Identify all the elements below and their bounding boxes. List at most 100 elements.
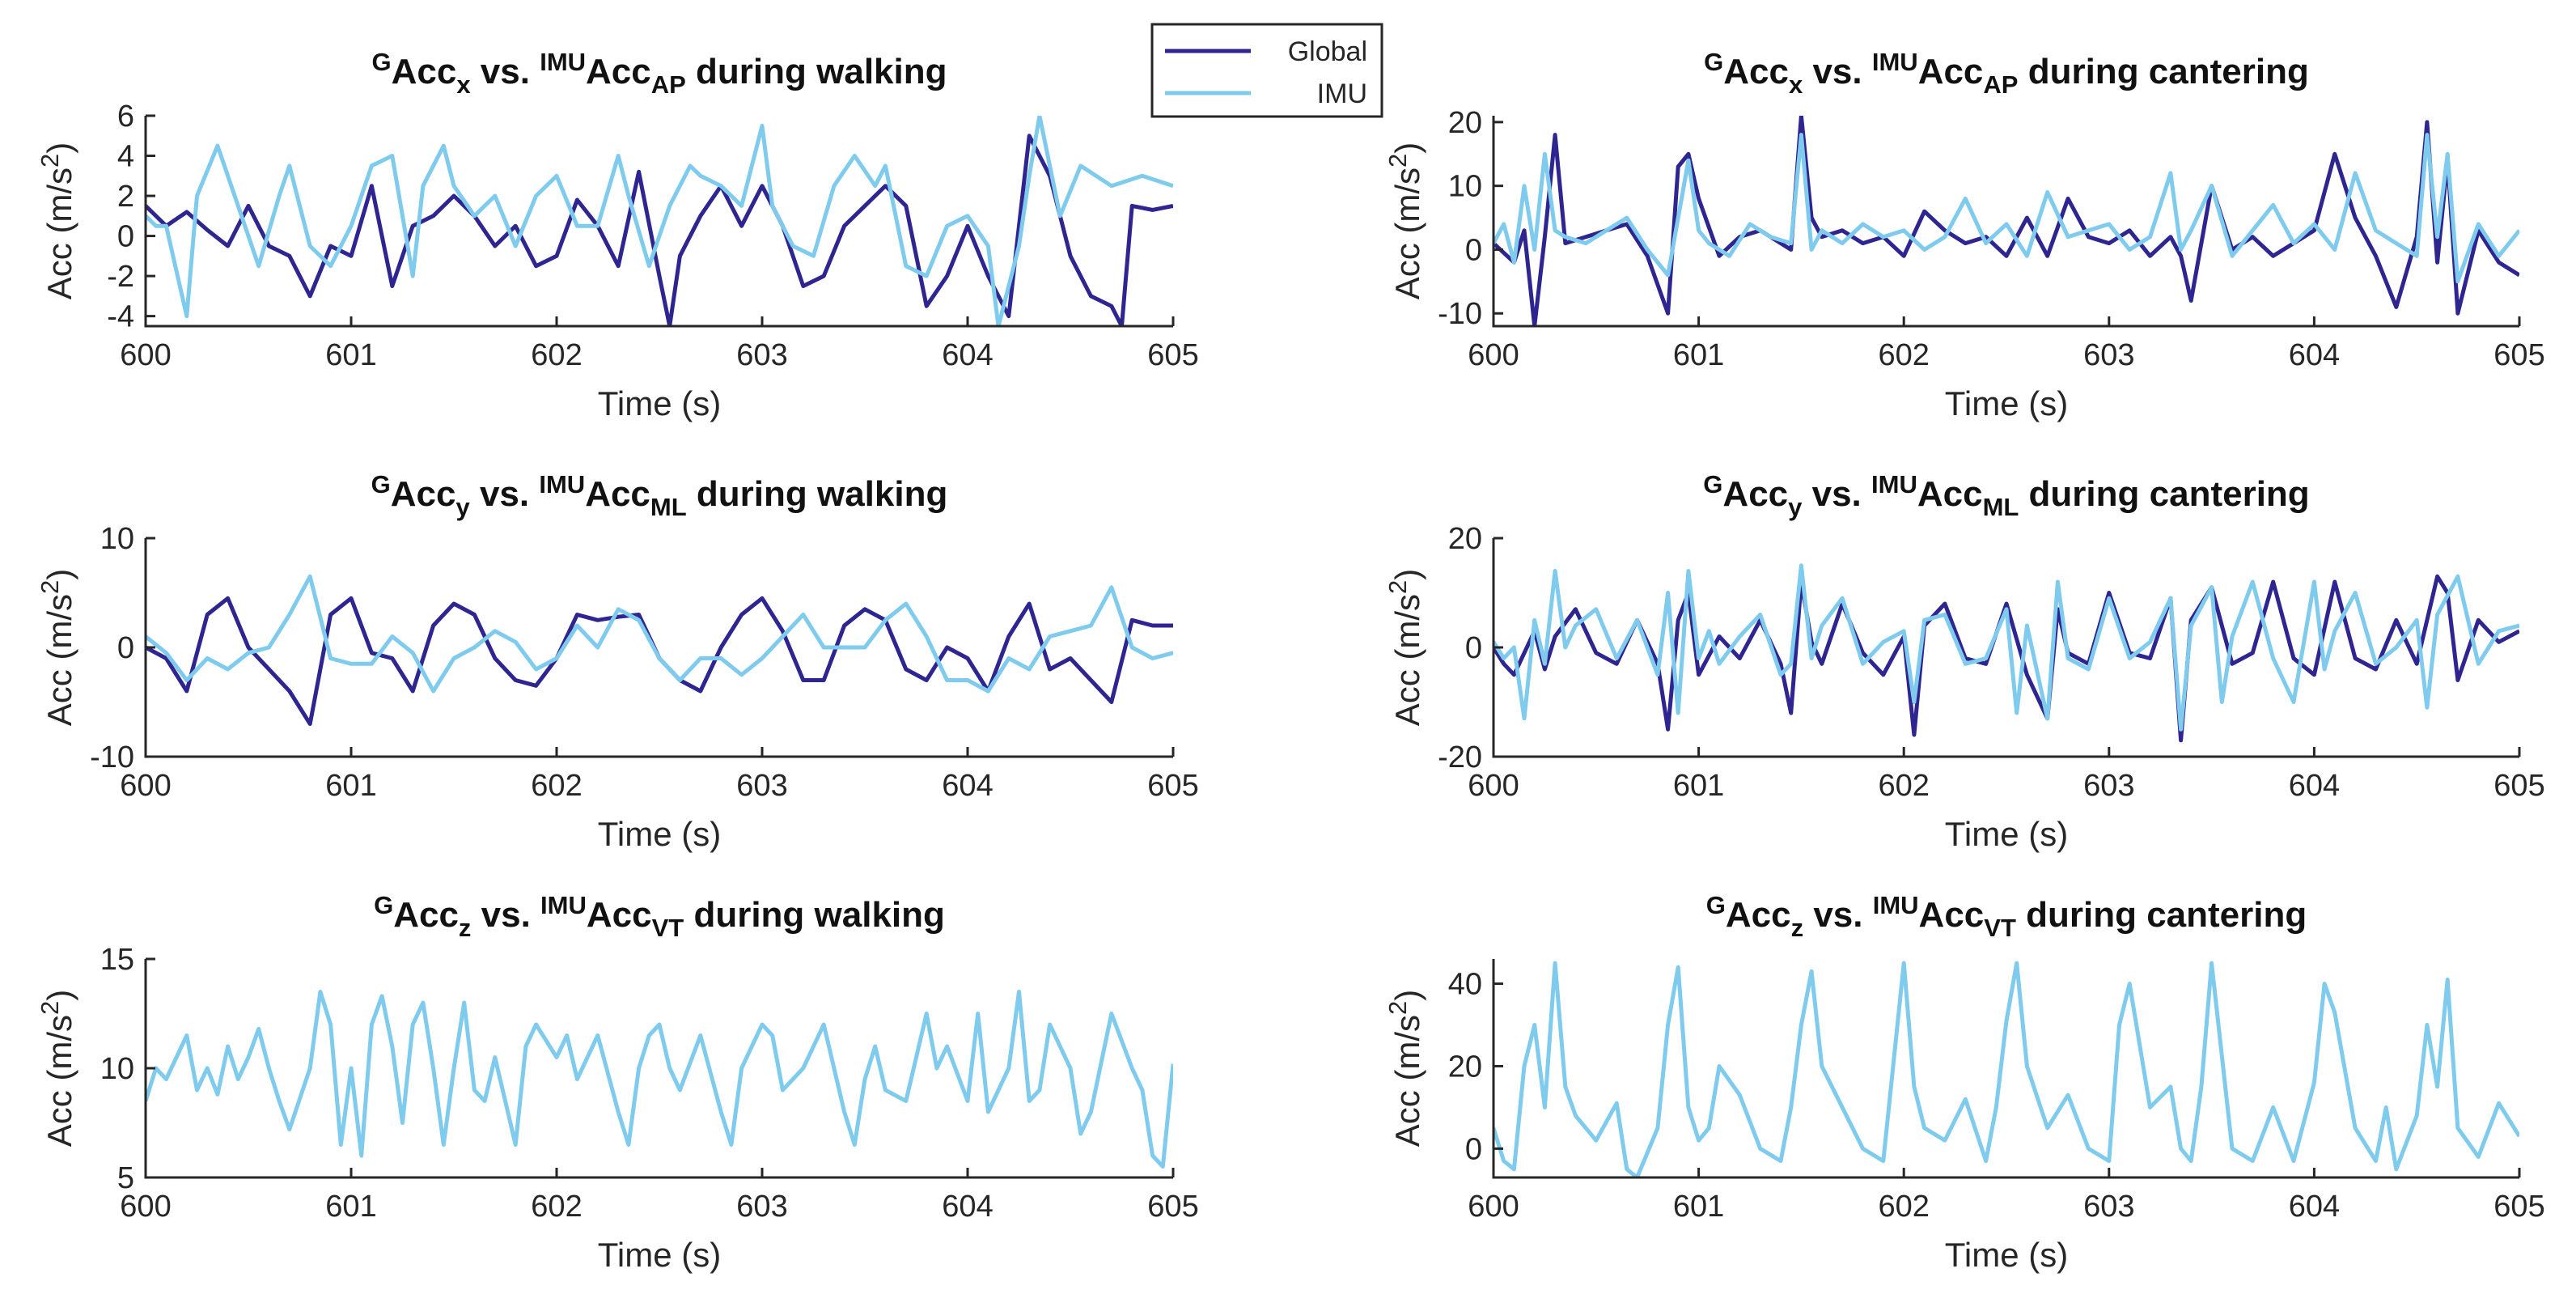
x-tick-label: 600: [1468, 769, 1519, 803]
legend-label-global: Global: [1288, 36, 1367, 67]
y-tick-label: -2: [107, 260, 134, 294]
x-axis-label: Time (s): [598, 815, 721, 853]
title-pre-sub: y: [1788, 493, 1803, 521]
title-mid: vs.: [471, 52, 540, 91]
x-tick-label: 605: [2493, 769, 2544, 803]
y-label-main: Acc (m/s: [40, 1015, 78, 1147]
x-tick-label: 601: [325, 1190, 376, 1224]
title-post-sub: AP: [1983, 70, 2018, 99]
title-tail: during cantering: [2018, 52, 2308, 91]
subplot-title: GAccz vs. IMUAccVT during walking: [374, 891, 945, 942]
subplot-walk-y: 600 601 602 603 604 605 -10 0 10 Time (s) Acc (m/s…: [36, 470, 1199, 853]
y-label-main: Acc (m/s: [1388, 1015, 1426, 1147]
axes-frame: [1492, 116, 2519, 328]
x-tick-label: 603: [736, 338, 787, 372]
y-label-main: Acc (m/s: [40, 594, 78, 726]
title-pre: Acc: [1723, 52, 1789, 91]
y-tick-label: 4: [117, 140, 134, 174]
y-tick-label: 20: [1448, 1050, 1482, 1084]
y-label-main: Acc (m/s: [1388, 594, 1426, 726]
y-label-end: ): [1388, 569, 1426, 580]
title-pre-sub: z: [1791, 914, 1804, 942]
x-axis-label: Time (s): [1945, 384, 2068, 422]
axes-frame: [144, 538, 1173, 758]
title-post-sub: VT: [1984, 914, 2016, 942]
x-tick-label: 601: [325, 338, 376, 372]
x-tick-label: 604: [942, 1190, 993, 1224]
title-post: Acc: [1917, 474, 1983, 514]
title-post-sub: AP: [651, 70, 686, 99]
y-tick-label: 40: [1448, 968, 1482, 1002]
title-post: Acc: [1918, 52, 1984, 91]
title-post-sub: ML: [1983, 493, 2019, 521]
title-pre-sup: G: [1706, 891, 1726, 919]
x-tick-label: 600: [120, 1190, 171, 1224]
y-label-main: Acc (m/s: [40, 168, 78, 299]
title-tail: during cantering: [2016, 895, 2307, 935]
y-axis-label: Acc (m/s2): [36, 569, 78, 727]
x-tick-label: 601: [1673, 338, 1724, 372]
y-tick-label: 0: [1465, 233, 1482, 267]
title-mid: vs.: [1802, 474, 1871, 514]
x-tick-label: 604: [2289, 1190, 2340, 1224]
x-tick-label: 602: [1878, 769, 1929, 803]
y-label-end: ): [1388, 990, 1426, 1001]
title-tail: during cantering: [2019, 474, 2309, 514]
subplot-title: GAccy vs. IMUAccML during cantering: [1703, 470, 2309, 521]
title-mid: vs.: [470, 474, 540, 514]
x-tick-label: 601: [1673, 769, 1724, 803]
y-label-end: ): [40, 990, 78, 1001]
y-tick-label: 0: [117, 631, 134, 665]
y-label-end: ): [40, 569, 78, 580]
y-axis-label: Acc (m/s2): [1383, 569, 1426, 727]
subplot-title: GAccz vs. IMUAccVT during cantering: [1706, 891, 2307, 942]
title-mid: vs.: [1803, 895, 1873, 935]
title-pre: Acc: [391, 474, 456, 514]
title-post: Acc: [1919, 895, 1985, 935]
title-post-sub: ML: [650, 493, 687, 521]
series-line-imu: [1493, 133, 2519, 284]
title-pre-sub: x: [456, 70, 471, 99]
title-pre: Acc: [1726, 895, 1791, 935]
x-tick-label: 602: [531, 1190, 582, 1224]
title-post-sup: IMU: [1871, 470, 1917, 499]
series-line-global: [1493, 574, 2519, 743]
x-tick-label: 600: [120, 338, 171, 372]
x-tick-label: 604: [942, 769, 993, 803]
title-pre: Acc: [392, 52, 457, 91]
title-pre: Acc: [393, 895, 459, 935]
y-tick-label: 0: [117, 220, 134, 254]
subplot-canter-y: 600 601 602 603 604 605 -20 0 20 Time (s) Acc (m/s…: [1383, 470, 2545, 853]
x-tick-label: 605: [2493, 1190, 2544, 1224]
title-post-sup: IMU: [1873, 891, 1919, 919]
y-label-end: ): [1388, 142, 1426, 154]
y-label-sup: 2: [1383, 154, 1412, 168]
y-tick-label: 5: [117, 1161, 134, 1195]
title-pre-sup: G: [371, 48, 391, 76]
series-line-global: [1493, 116, 2519, 326]
x-tick-label: 605: [1147, 338, 1198, 372]
title-post-sub: VT: [652, 914, 684, 942]
y-tick-label: 0: [1465, 1132, 1482, 1166]
y-tick-label: 10: [100, 522, 134, 556]
subplot-walk-x: 600 601 602 603 604 605 -4 -2 0 2 4 6 Time (s) Acc (m…: [36, 48, 1199, 422]
x-tick-label: 601: [1673, 1190, 1724, 1224]
title-tail: during walking: [686, 52, 947, 91]
subplot-canter-x: 600 601 602 603 604 605 -10 0 10 20 Time (s) Acc (m…: [1383, 48, 2545, 422]
title-pre-sup: G: [1703, 470, 1722, 499]
title-tail: during walking: [684, 895, 945, 935]
subplot-walk-z: 600 601 602 603 604 605 5 10 15 Time (s) Acc (m/s2…: [36, 891, 1199, 1274]
y-tick-label: 0: [1465, 631, 1482, 665]
x-tick-label: 601: [325, 769, 376, 803]
series-line-imu: [146, 116, 1173, 326]
legend-box: [1150, 23, 1383, 118]
title-pre-sub: y: [455, 493, 470, 521]
y-axis-label: Acc (m/s2): [36, 142, 78, 300]
title-post: Acc: [587, 895, 652, 935]
legend: Global IMU: [1150, 23, 1383, 118]
legend-label-imu: IMU: [1317, 78, 1367, 109]
title-tail: during walking: [687, 474, 948, 514]
x-tick-label: 604: [2289, 338, 2340, 372]
title-pre-sub: z: [459, 914, 472, 942]
